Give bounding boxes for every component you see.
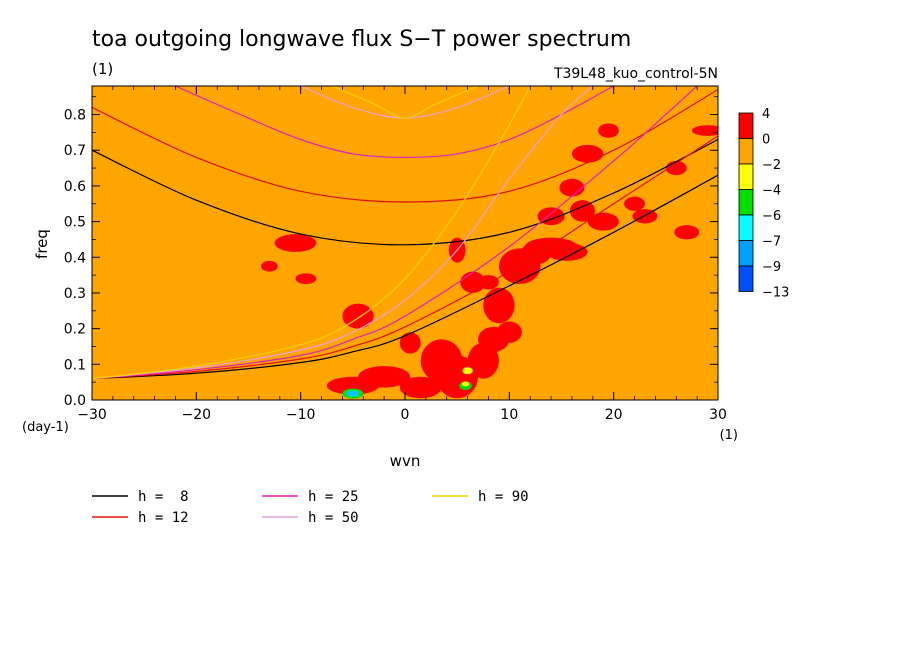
y-tick-label: 0.8 [64,108,86,124]
red-patch [261,260,278,272]
red-patch [598,123,619,138]
dispersion-curve [92,174,718,380]
legend: h = 8 h = 12 h = 25 h = 50 h = 90 [92,489,529,526]
red-patch [537,207,565,226]
cyan-patch [346,390,360,397]
x-axis-label: wvn [390,452,421,470]
x-units-label: (1) [720,428,738,443]
red-patch [483,287,515,324]
y-tick-label: 0.4 [64,250,86,266]
x-tick-label: 20 [605,407,623,423]
x-tick-label: 10 [500,407,518,423]
dispersion-curves [92,86,718,380]
dispersion-curve [92,138,718,246]
dataset-label: T39L48_kuo_control-5N [553,66,718,82]
x-tick-label: −20 [182,407,212,423]
colorbar-label: −4 [762,184,781,199]
legend-label: h = 50 [308,510,359,526]
yellow-patch [461,381,470,387]
x-tick-label: 0 [401,407,410,423]
y-tick-label: 0.0 [64,393,86,409]
red-patch [496,321,522,343]
red-patch [691,125,718,136]
colorbar-label: 4 [762,107,770,122]
colorbar-label: 0 [762,133,770,148]
red-patch [674,225,700,240]
x-tick-label: −30 [77,407,107,423]
red-patch [587,212,619,231]
dispersion-curve [92,135,718,380]
red-patch [569,200,595,222]
colorbar-swatch [738,112,754,139]
colorbar-label: −6 [762,209,781,224]
y-tick-label: 0.1 [64,357,86,373]
colorbar-label: −2 [762,158,781,173]
dispersion-curve [92,86,531,380]
chart-subtitle-units: (1) [92,60,113,78]
colorbar-label: −9 [762,260,781,275]
y-units-label: (day-1) [22,420,69,435]
colorbar-label: −7 [762,235,781,250]
yellow-patch [462,367,473,375]
red-patch [559,178,585,197]
x-axis: −30 −20 −10 0 10 20 30 [77,86,727,423]
x-tick-label: 30 [709,407,727,423]
legend-label: h = 90 [478,489,529,505]
colorbar-swatch [738,240,754,267]
red-patch [624,196,645,211]
y-tick-label: 0.3 [64,286,86,302]
legend-label: h = 25 [308,489,359,505]
legend-label: h = 12 [138,510,189,526]
y-axis-label: freq [33,229,51,259]
y-tick-label: 0.5 [64,215,86,231]
legend-label: h = 8 [138,489,189,505]
dispersion-curve [92,86,698,380]
plot-background [92,86,718,400]
y-tick-label: 0.2 [64,322,86,338]
colorbar-swatch [738,138,754,165]
colorbar-label: −13 [762,286,789,301]
red-patch [420,339,463,383]
plot-area [91,85,719,401]
dispersion-curve [92,86,594,380]
y-tick-label: 0.7 [64,143,86,159]
colorbar-swatch [738,214,754,241]
colorbar-swatch [738,189,754,216]
x-tick-label: −10 [286,407,316,423]
red-patch [295,273,317,285]
red-patch [342,303,374,329]
red-patch [571,144,604,163]
dispersion-curve [175,86,614,159]
colorbar: 4 0 −2 −4 −6 −7 −9 −13 [738,107,789,301]
dispersion-curve [92,89,718,203]
colorbar-swatch [738,163,754,190]
red-patch [358,366,411,388]
y-axis: 0.0 0.1 0.2 0.3 0.4 0.5 0.6 0.7 0.8 [64,96,718,409]
colorbar-swatch [738,265,754,292]
red-patch [545,243,588,261]
chart-title: toa outgoing longwave flux S−T power spe… [92,27,631,52]
y-tick-label: 0.6 [64,179,86,195]
dispersion-curve [331,86,479,119]
red-patch [399,376,442,399]
red-patch [399,332,421,354]
red-patch [274,234,317,252]
red-patch [467,342,499,379]
